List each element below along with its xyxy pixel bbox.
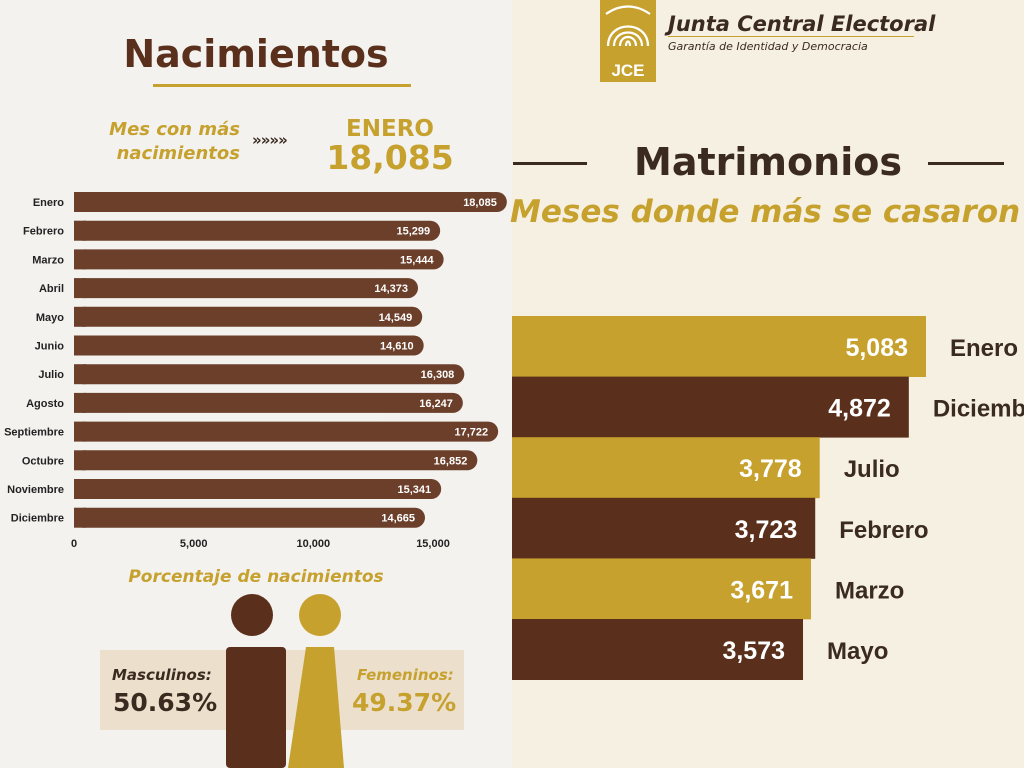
marriages-subtitle: Meses donde más se casaron <box>510 194 1021 230</box>
bar <box>512 558 811 620</box>
x-tick-label: 5,000 <box>180 538 208 550</box>
bar <box>74 507 425 528</box>
bar-left-edge <box>74 220 86 241</box>
category-label: Diciembre <box>933 396 1024 423</box>
category-label: Agosto <box>26 398 64 410</box>
bar <box>74 249 444 270</box>
bar-left-edge <box>74 335 86 356</box>
logo-text: JCE <box>611 61 644 80</box>
bar-left-edge <box>74 249 86 270</box>
category-label: Junio <box>35 341 65 353</box>
female-figure-icon <box>288 594 344 768</box>
male-value: 50.63% <box>113 688 218 717</box>
title-line-right <box>928 162 1004 165</box>
female-value: 49.37% <box>352 688 457 717</box>
bar-left-edge <box>74 450 86 471</box>
births-panel: Nacimientos Mes con más nacimientos »»»»… <box>4 32 507 768</box>
percent-title: Porcentaje de nacimientos <box>128 567 384 587</box>
x-tick-label: 10,000 <box>297 538 331 550</box>
bar-value-label: 17,722 <box>455 427 489 439</box>
category-label: Abril <box>39 283 64 295</box>
bar-left-edge <box>74 421 86 442</box>
bar-value-label: 15,341 <box>398 484 432 496</box>
jce-logo: JCE <box>600 0 656 82</box>
x-tick-label: 15,000 <box>416 538 450 550</box>
bar-value-label: 14,610 <box>380 341 414 353</box>
bar <box>74 479 442 499</box>
bar <box>74 306 423 327</box>
bar-value-label: 3,778 <box>739 455 802 483</box>
category-label: Julio <box>844 456 900 483</box>
arrows-icon: »»»» <box>252 131 288 149</box>
bar <box>512 437 820 499</box>
org-name: Junta Central Electoral <box>668 12 936 36</box>
female-label: Femeninos: <box>357 666 454 684</box>
bar-value-label: 16,247 <box>419 398 453 410</box>
category-label: Mayo <box>36 312 64 324</box>
bar <box>74 392 463 413</box>
header-rule <box>668 36 914 37</box>
category-label: Octubre <box>22 455 64 467</box>
category-label: Julio <box>38 369 64 381</box>
bar <box>74 278 419 299</box>
title-line-left <box>513 162 587 165</box>
category-label: Noviembre <box>7 484 64 496</box>
category-label: Septiembre <box>4 427 64 439</box>
bar <box>512 316 926 377</box>
category-label: Mayo <box>827 638 888 665</box>
bar-value-label: 14,549 <box>379 312 413 324</box>
top-month-value: 18,085 <box>326 138 454 177</box>
bar <box>74 192 507 212</box>
bar-left-edge <box>74 306 86 327</box>
bar-value-label: 5,083 <box>845 334 908 362</box>
bar-left-edge <box>74 479 86 499</box>
top-month-label: Mes con más nacimientos <box>109 119 240 164</box>
bar-value-label: 16,308 <box>421 369 455 381</box>
bar-value-label: 14,373 <box>374 283 408 295</box>
category-label: Febrero <box>839 517 928 544</box>
bar-value-label: 14,665 <box>381 513 415 525</box>
category-label: Enero <box>950 335 1018 362</box>
bar-value-label: 16,852 <box>434 455 468 467</box>
category-label: Diciembre <box>11 513 64 525</box>
category-label: Marzo <box>32 254 64 266</box>
bar-value-label: 15,299 <box>397 226 431 238</box>
bar <box>512 619 804 680</box>
bar-left-edge <box>74 364 86 385</box>
people-icon <box>226 594 344 768</box>
male-label: Masculinos: <box>112 666 212 684</box>
bar-value-label: 3,671 <box>730 576 793 604</box>
title-underline <box>153 84 411 87</box>
births-title: Nacimientos <box>123 32 389 76</box>
bar <box>74 450 478 471</box>
marriages-bar-chart: 5,083 Enero 4,872 Diciembre 3,778 Julio 3,723 F… <box>512 316 1024 680</box>
marriages-title: Matrimonios <box>634 140 902 184</box>
bar-left-edge <box>74 278 86 299</box>
bar-left-edge <box>74 392 86 413</box>
category-label: Febrero <box>23 226 64 238</box>
bar-value-label: 15,444 <box>400 254 435 266</box>
bar <box>74 335 424 356</box>
bar <box>74 220 441 241</box>
bar <box>512 497 816 559</box>
bar-value-label: 3,723 <box>735 516 798 544</box>
bar-value-label: 4,872 <box>828 395 891 423</box>
category-label: Marzo <box>835 577 904 604</box>
bar-left-edge <box>74 507 86 528</box>
category-label: Enero <box>33 197 64 209</box>
bar-left-edge <box>74 192 86 212</box>
births-bar-chart: 18,085 Enero 15,299 Febrero 15,444 Marzo 14,37… <box>4 192 507 550</box>
male-figure-icon <box>226 594 286 768</box>
bar-value-label: 3,573 <box>722 637 785 665</box>
bar <box>74 364 465 385</box>
org-slogan: Garantía de Identidad y Democracia <box>668 40 868 53</box>
bar <box>512 376 909 438</box>
top-month-name: ENERO <box>346 116 434 142</box>
bar-value-label: 18,085 <box>463 197 497 209</box>
x-tick-label: 0 <box>71 538 77 550</box>
bar <box>74 421 499 442</box>
